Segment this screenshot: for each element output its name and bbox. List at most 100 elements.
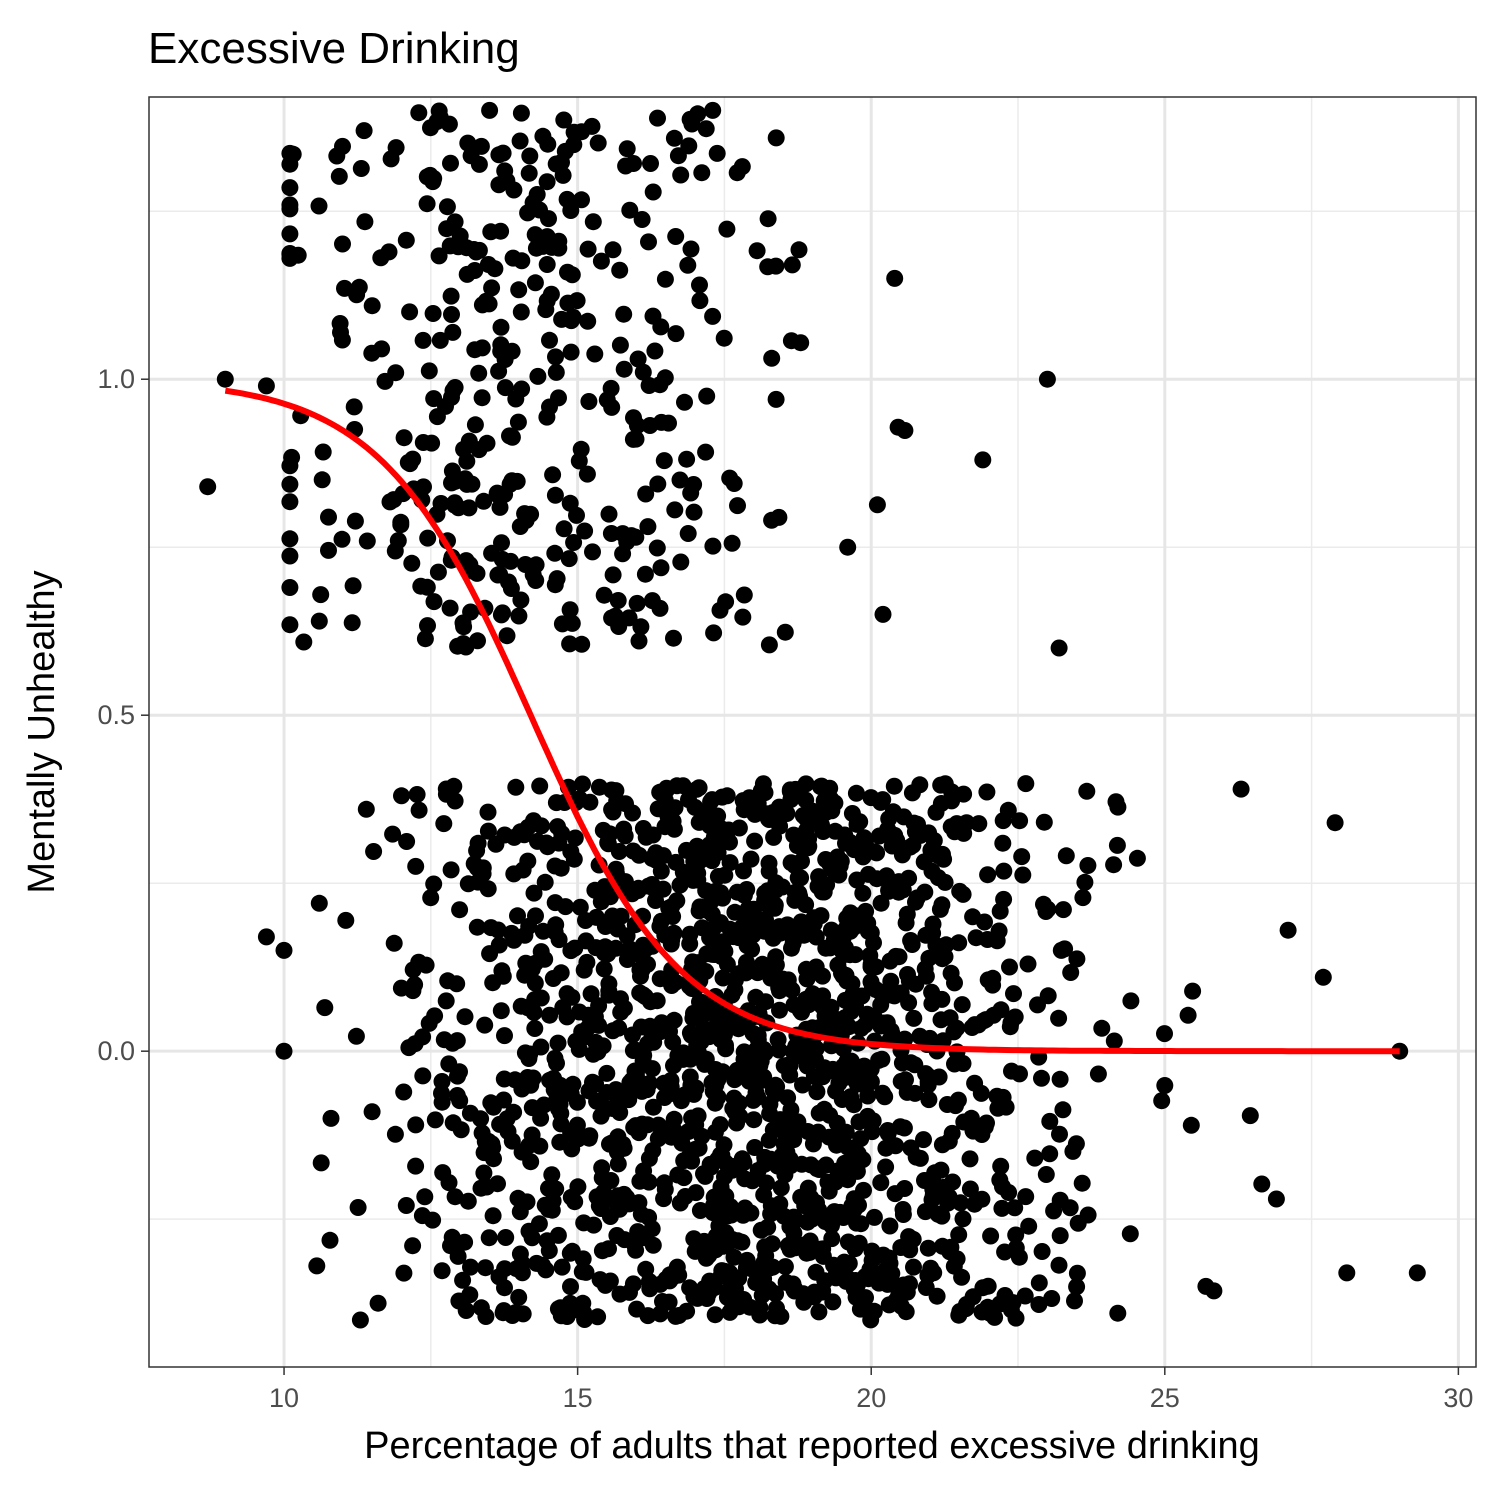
data-point: [289, 246, 307, 264]
data-point: [966, 1074, 984, 1092]
data-point: [808, 1160, 826, 1178]
data-point: [863, 977, 881, 995]
data-point: [407, 1116, 425, 1134]
data-point: [275, 941, 293, 959]
data-point: [435, 1031, 453, 1049]
data-point: [905, 1009, 923, 1027]
data-point: [531, 777, 549, 795]
data-point: [839, 538, 857, 556]
data-point: [900, 972, 918, 990]
data-point: [459, 1192, 477, 1210]
data-point: [824, 1293, 842, 1311]
data-point: [716, 866, 734, 884]
data-point: [904, 1230, 922, 1248]
data-point: [862, 1311, 880, 1329]
data-point: [310, 197, 328, 215]
data-point: [508, 472, 526, 490]
data-point: [672, 1092, 690, 1110]
data-point: [958, 1296, 975, 1313]
data-point: [763, 1235, 781, 1253]
data-point: [953, 996, 971, 1014]
data-point: [334, 137, 351, 155]
data-point: [668, 892, 686, 910]
data-point: [525, 884, 543, 902]
data-point: [717, 593, 735, 611]
data-point: [573, 635, 591, 653]
data-point: [717, 1040, 735, 1058]
data-point: [1068, 950, 1086, 968]
data-point: [373, 340, 391, 358]
data-point: [624, 430, 642, 448]
data-point: [921, 1029, 939, 1047]
data-point: [281, 155, 299, 173]
data-point: [643, 876, 661, 893]
data-point: [422, 889, 440, 907]
data-point: [615, 360, 633, 378]
data-point: [313, 471, 331, 489]
data-point: [787, 1234, 805, 1252]
plot-panel: [148, 96, 1477, 1368]
data-point: [1093, 1019, 1111, 1037]
data-point: [308, 1257, 326, 1275]
data-point: [505, 865, 523, 883]
data-point: [542, 1071, 560, 1089]
data-point: [565, 136, 583, 154]
data-point: [760, 1280, 778, 1298]
data-point: [611, 1285, 629, 1303]
data-point: [810, 1104, 828, 1122]
data-point: [810, 868, 828, 886]
data-point: [974, 451, 992, 469]
data-point: [380, 243, 398, 261]
data-point: [671, 471, 689, 489]
data-point: [458, 452, 476, 470]
data-point: [386, 1125, 404, 1143]
data-point: [759, 210, 777, 228]
data-point: [715, 329, 733, 347]
data-point: [586, 345, 604, 363]
data-point: [451, 1063, 468, 1081]
data-point: [1045, 1202, 1063, 1220]
data-point: [743, 790, 761, 808]
data-point: [726, 981, 744, 999]
data-point: [815, 883, 833, 901]
data-point: [509, 413, 527, 431]
data-point: [838, 1053, 856, 1070]
data-point: [665, 1110, 683, 1128]
data-point: [714, 1204, 732, 1222]
data-point: [541, 398, 558, 416]
data-point: [357, 800, 375, 818]
data-point: [693, 919, 711, 937]
data-point: [903, 936, 921, 953]
data-point: [837, 1272, 855, 1290]
data-point: [544, 466, 562, 484]
data-point: [685, 503, 703, 521]
data-point: [493, 534, 510, 552]
data-point: [454, 1271, 472, 1289]
data-point: [646, 342, 664, 360]
data-point: [392, 516, 410, 534]
data-point: [729, 497, 746, 515]
data-point: [386, 542, 404, 560]
data-point: [905, 1258, 922, 1276]
data-point: [519, 999, 536, 1017]
data-point: [1338, 1264, 1356, 1282]
data-point: [417, 956, 435, 974]
data-point: [475, 1164, 493, 1182]
data-point: [946, 974, 963, 992]
data-point: [577, 932, 595, 950]
data-point: [916, 960, 934, 978]
data-point: [895, 808, 913, 826]
data-point: [887, 1137, 905, 1155]
data-point: [395, 1264, 413, 1282]
data-point: [843, 1197, 861, 1215]
data-point: [332, 323, 349, 341]
data-point: [536, 873, 554, 891]
data-point: [856, 1016, 874, 1034]
data-point: [415, 478, 432, 496]
data-point: [429, 563, 447, 581]
data-point: [705, 624, 723, 642]
data-point: [593, 1169, 611, 1187]
data-point: [744, 1091, 762, 1109]
data-point: [816, 1007, 834, 1025]
data-point: [333, 530, 351, 548]
